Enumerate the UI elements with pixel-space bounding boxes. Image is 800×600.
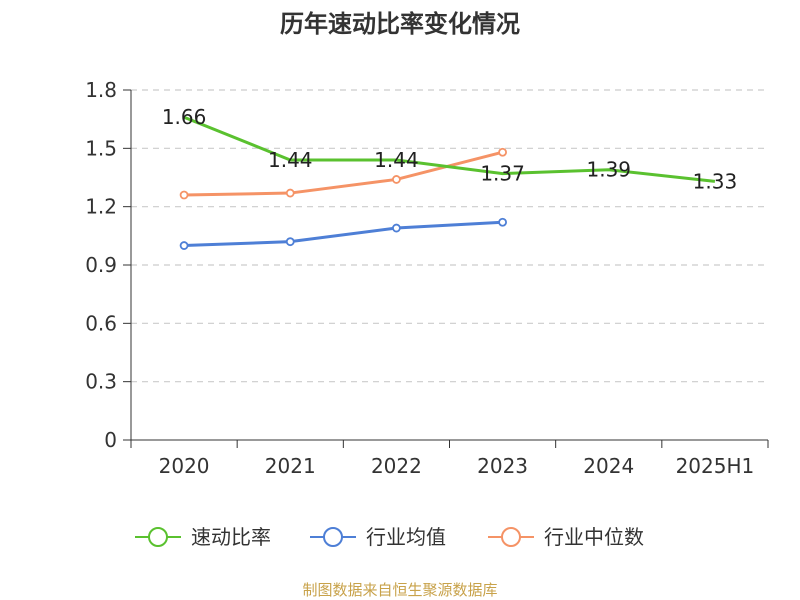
x-tick-label: 2024	[583, 454, 634, 478]
y-tick-label: 0.9	[85, 253, 117, 277]
data-point	[179, 241, 189, 250]
data-label: 1.39	[586, 158, 631, 182]
legend-marker	[501, 527, 521, 547]
y-tick-label: 1.2	[85, 195, 117, 219]
grid	[131, 89, 768, 383]
legend-label: 行业中位数	[544, 525, 644, 549]
legend: 速动比率 行业均值 行业中位数	[135, 525, 644, 549]
data-point	[285, 188, 295, 198]
y-tick-label: 1.5	[85, 136, 117, 160]
x-tick-label: 2022	[371, 454, 422, 478]
data-point	[285, 237, 295, 247]
y-tick-label: 0.6	[85, 311, 117, 335]
legend-marker	[148, 527, 168, 547]
data-point	[179, 190, 189, 200]
series-line-2	[184, 220, 503, 248]
y-tick-label: 0.3	[85, 370, 117, 394]
data-point	[498, 217, 507, 227]
series-lines	[179, 115, 716, 250]
data-label: 1.66	[162, 105, 207, 129]
axes: 0 0.3 0.6 0.9 1.2 1.5 1.8 2020 2021 2022 2023 2024 2…	[85, 78, 769, 478]
data-labels: 1.66 1.44 1.44 1.37 1.39 1.33	[162, 105, 737, 193]
x-tick-label: 2020	[159, 454, 210, 478]
data-label: 1.44	[374, 148, 419, 172]
data-point	[392, 223, 401, 233]
legend-marker	[323, 527, 343, 547]
x-tick-label: 2025H1	[676, 454, 755, 478]
y-tick-label: 0	[104, 428, 117, 452]
source-note: 制图数据来自恒生聚源数据库	[302, 581, 497, 599]
legend-label: 行业均值	[366, 525, 446, 549]
data-label: 1.37	[480, 162, 525, 186]
data-point	[392, 175, 401, 184]
chart-title: 历年速动比率变化情况	[280, 10, 520, 38]
data-label: 1.33	[693, 169, 738, 193]
x-tick-label: 2023	[477, 454, 528, 478]
data-label: 1.44	[268, 148, 313, 172]
y-tick-label: 1.8	[85, 78, 117, 102]
legend-label: 速动比率	[191, 525, 271, 549]
series-line-1	[183, 115, 716, 183]
data-point	[498, 147, 507, 157]
x-tick-label: 2021	[265, 454, 316, 478]
